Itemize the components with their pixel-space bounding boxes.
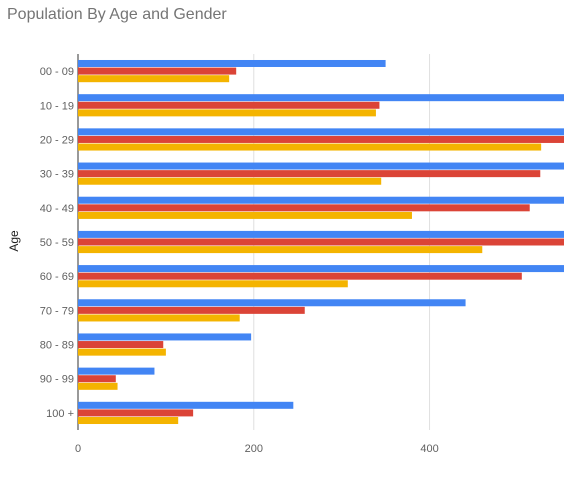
bar [78, 265, 564, 273]
bar [78, 299, 466, 307]
bar [78, 306, 305, 314]
y-tick-label: 100 + [46, 408, 74, 420]
x-tick-label: 200 [245, 443, 263, 455]
bar [78, 204, 530, 212]
y-tick-label: 20 - 29 [40, 134, 74, 146]
bar [78, 109, 376, 117]
bar [78, 94, 564, 102]
bar [78, 162, 564, 170]
bar [78, 177, 382, 185]
bar [78, 59, 386, 67]
bar [78, 67, 237, 75]
y-tick-label: 50 - 59 [40, 237, 74, 249]
bar [78, 333, 252, 341]
x-tick-label: 0 [75, 443, 81, 455]
bar [78, 196, 564, 204]
bars [78, 59, 564, 425]
y-tick-label: 90 - 99 [40, 374, 74, 386]
bar [78, 246, 483, 254]
bar [78, 272, 522, 280]
y-tick-label: 30 - 39 [40, 169, 74, 181]
bar [78, 382, 118, 390]
y-tick-label: 80 - 89 [40, 340, 74, 352]
y-tick-label: 60 - 69 [40, 271, 74, 283]
bar [78, 401, 294, 409]
bar [78, 367, 155, 375]
bar [78, 314, 240, 322]
bar [78, 101, 380, 109]
bar [78, 170, 541, 178]
bar [78, 135, 564, 143]
bar [78, 341, 164, 349]
y-axis-label: Age [7, 230, 21, 252]
y-tick-label: 70 - 79 [40, 305, 74, 317]
bar [78, 143, 542, 151]
y-tick-label: 10 - 19 [40, 100, 74, 112]
x-tick-label: 400 [420, 443, 438, 455]
bar [78, 238, 564, 246]
y-tick-label: 40 - 49 [40, 203, 74, 215]
bar [78, 348, 166, 356]
bar [78, 211, 412, 219]
bar [78, 230, 564, 238]
bar [78, 409, 194, 417]
bar [78, 75, 230, 83]
y-tick-label: 00 - 09 [40, 66, 74, 78]
chart-title: Population By Age and Gender [7, 6, 227, 23]
y-tick-labels: 00 - 09 10 - 19 20 - 29 30 - 39 40 - 49 50 - … [40, 66, 74, 420]
bar [78, 375, 116, 383]
bar [78, 417, 179, 425]
bar [78, 128, 564, 136]
bar [78, 280, 348, 288]
x-tick-labels: 0 200 400 [75, 443, 439, 455]
